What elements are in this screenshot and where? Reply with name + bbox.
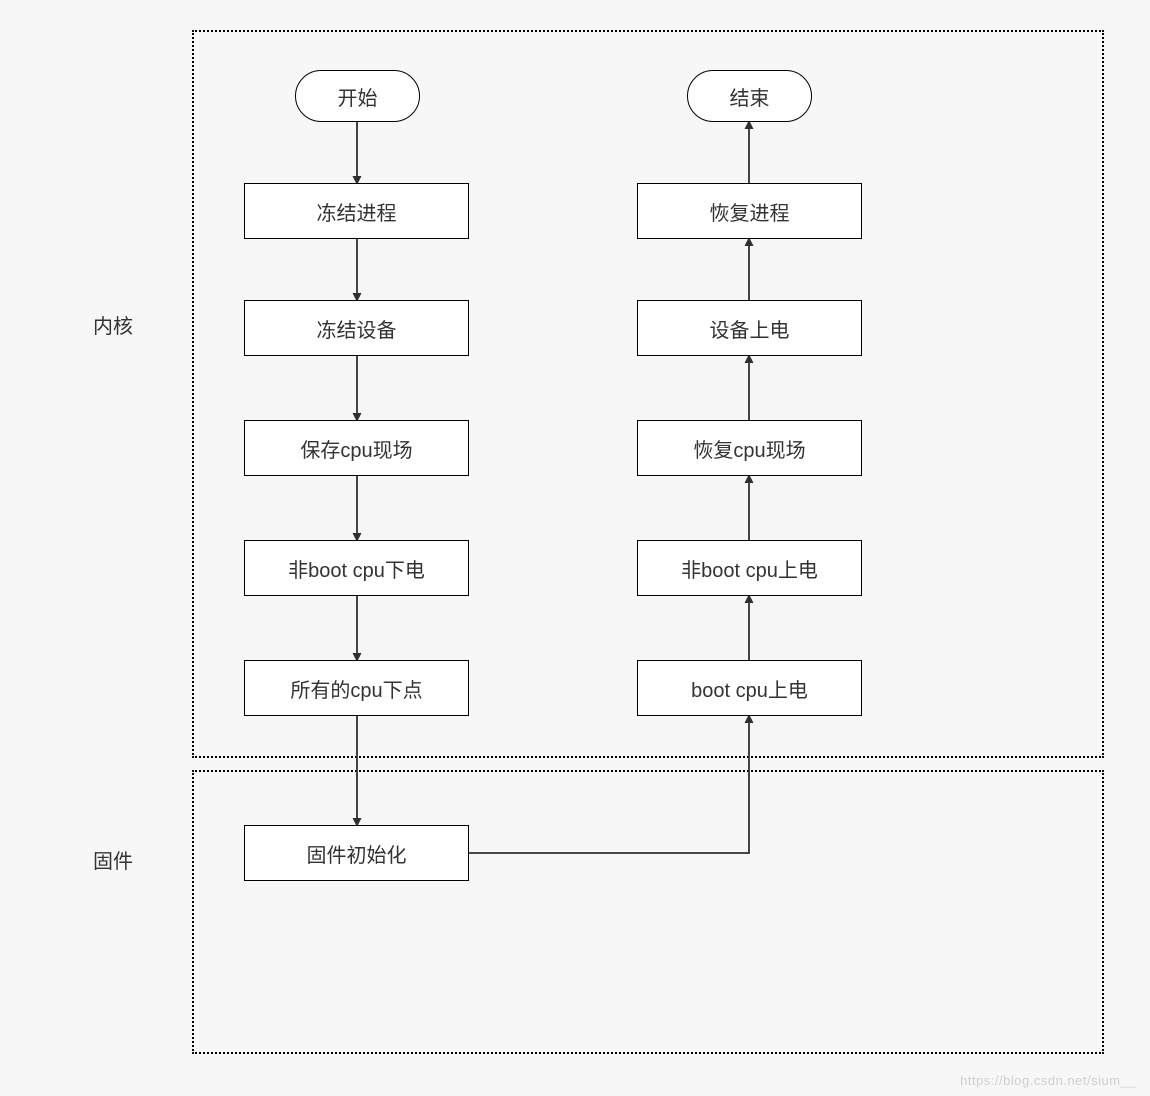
node-freeze-proc: 冻结进程: [244, 183, 469, 239]
watermark: https://blog.csdn.net/sium__: [960, 1073, 1136, 1088]
region-firmware-label: 固件: [93, 845, 133, 874]
node-restore-proc: 恢复进程: [637, 183, 862, 239]
node-restore-cpu: 恢复cpu现场: [637, 420, 862, 476]
node-save-cpu: 保存cpu现场: [244, 420, 469, 476]
node-start: 开始: [295, 70, 420, 122]
diagram-canvas: 内核 固件 开始 冻结进程 冻结设备 保存cpu现场 非boot cpu下电: [0, 0, 1150, 1096]
region-kernel-label: 内核: [93, 310, 133, 339]
node-allcpu-down: 所有的cpu下点: [244, 660, 469, 716]
node-freeze-dev: 冻结设备: [244, 300, 469, 356]
node-nonboot-down: 非boot cpu下电: [244, 540, 469, 596]
node-fw-init: 固件初始化: [244, 825, 469, 881]
node-end: 结束: [687, 70, 812, 122]
region-firmware: [192, 770, 1104, 1054]
node-dev-up: 设备上电: [637, 300, 862, 356]
region-kernel: [192, 30, 1104, 758]
node-boot-up: boot cpu上电: [637, 660, 862, 716]
node-nonboot-up: 非boot cpu上电: [637, 540, 862, 596]
